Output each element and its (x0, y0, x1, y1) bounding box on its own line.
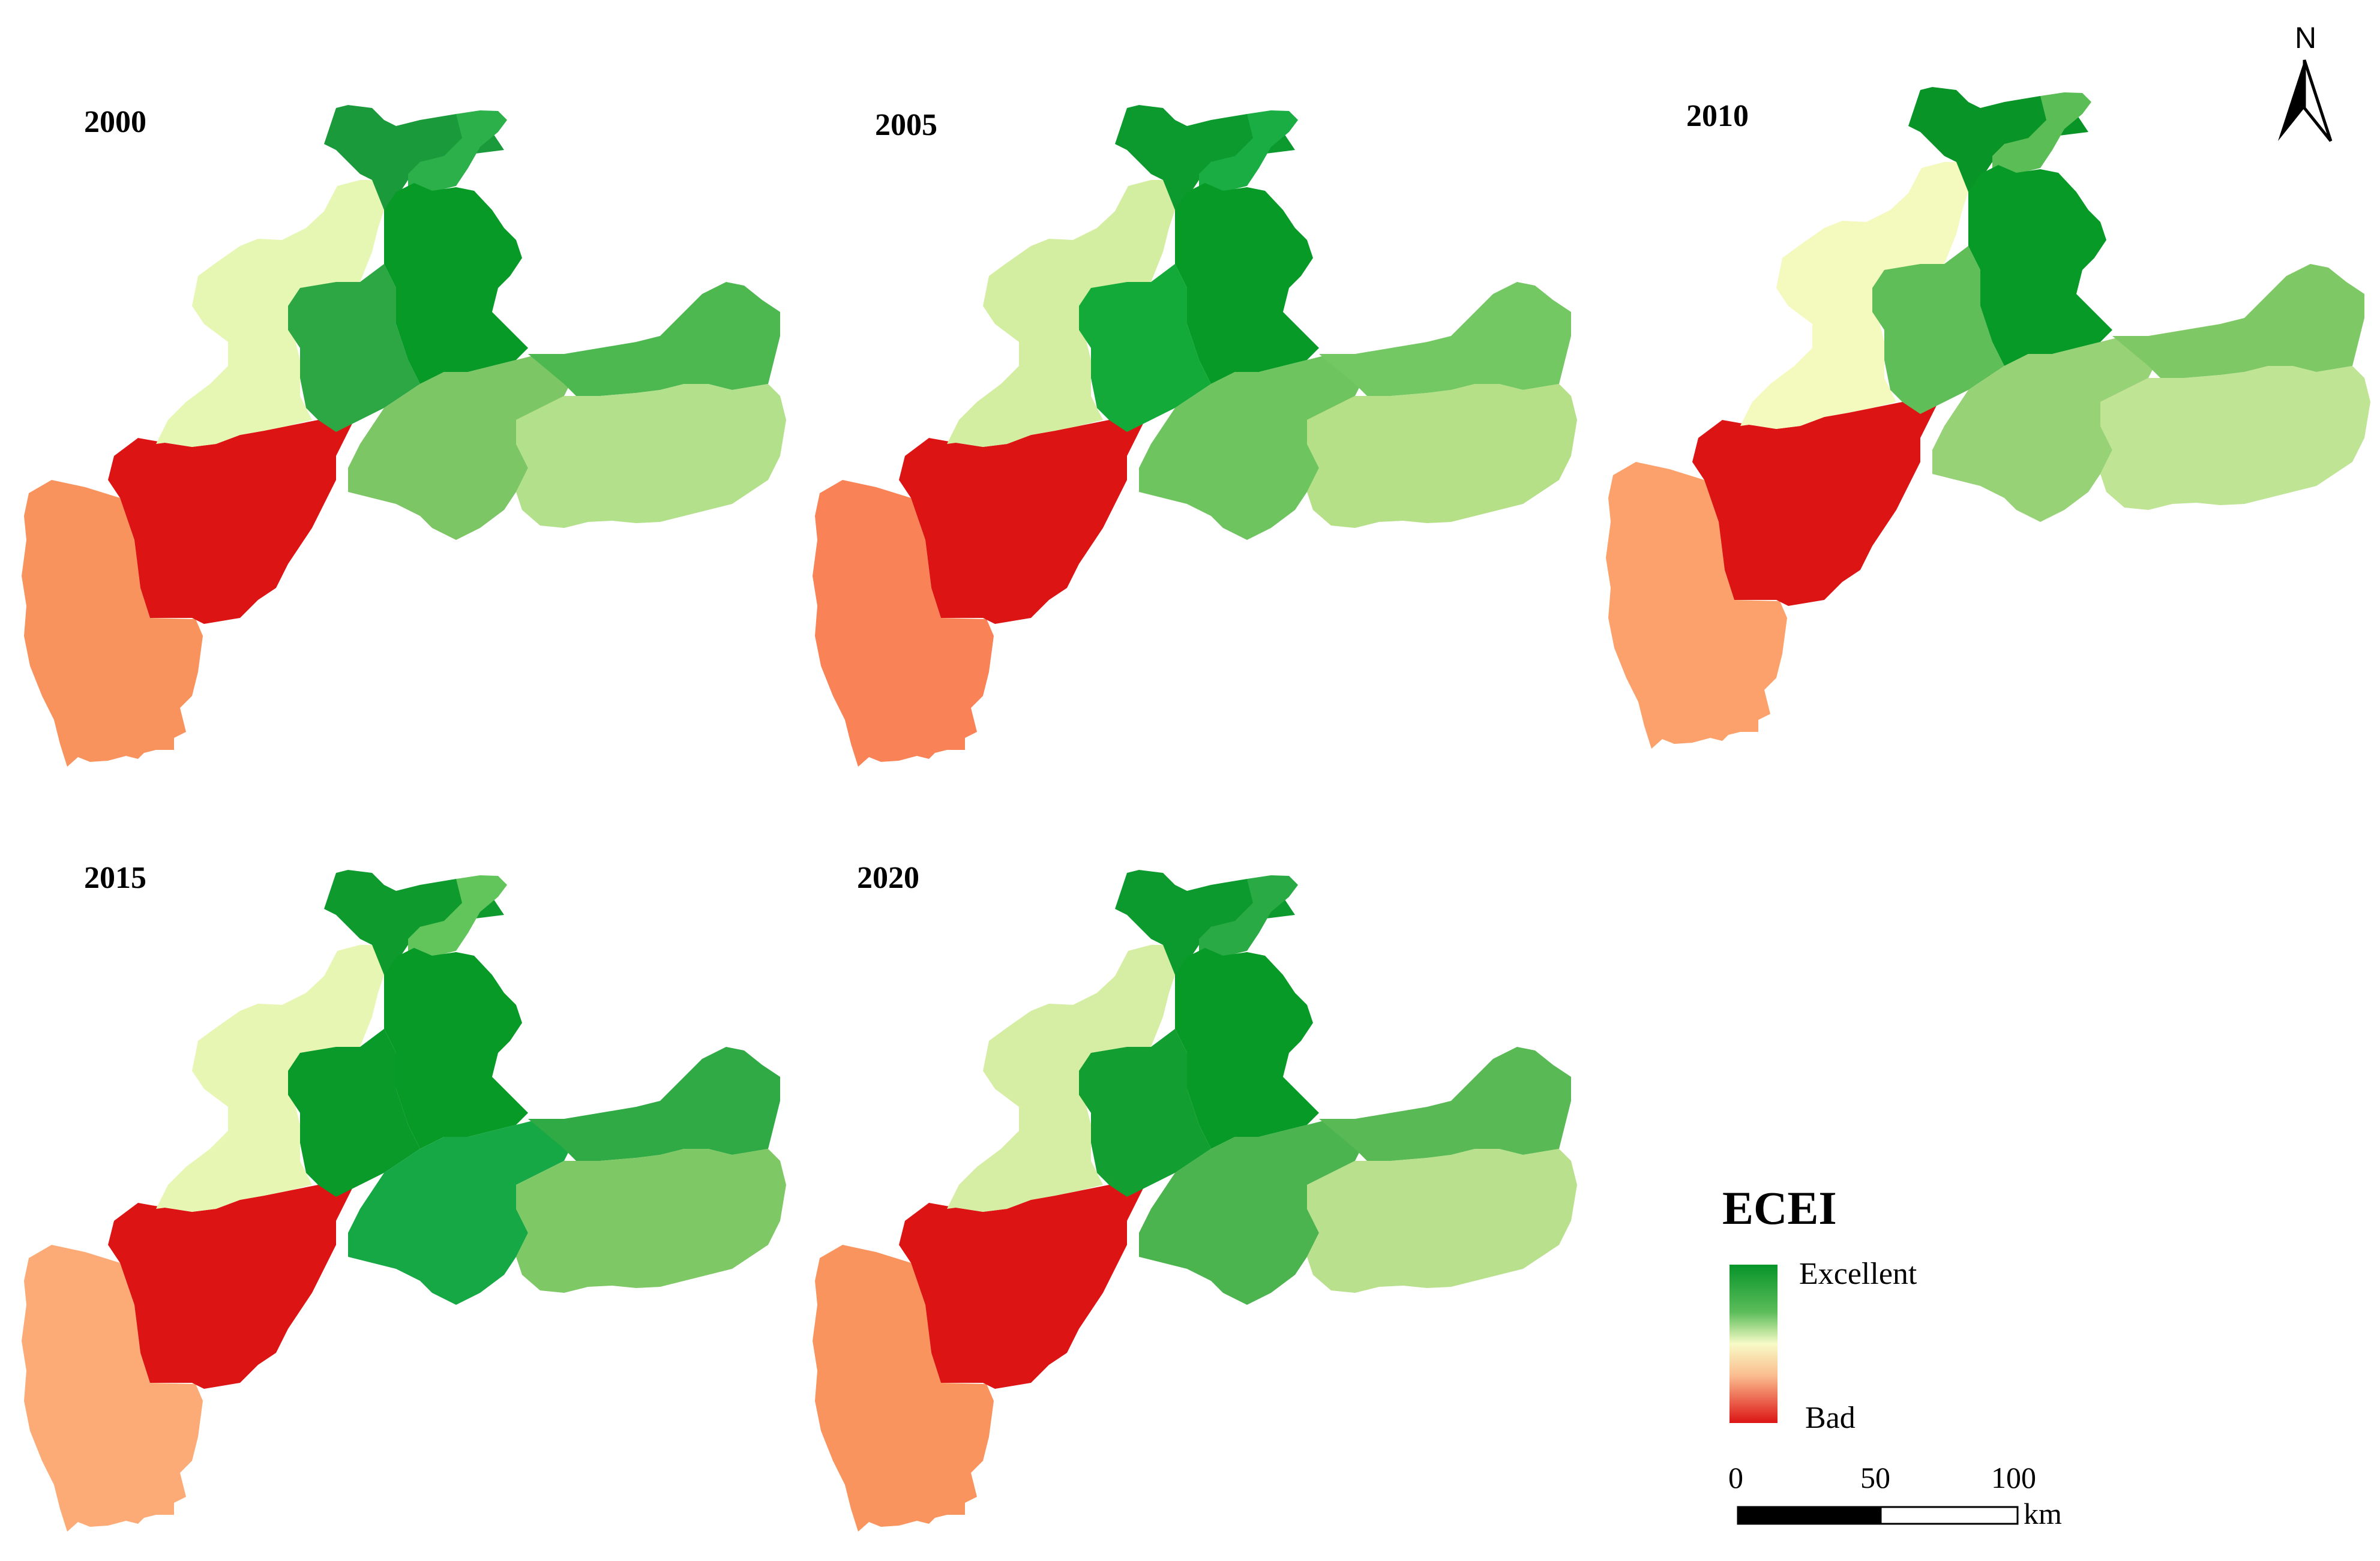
region-group (22, 105, 786, 767)
north-arrow-outline (2303, 59, 2333, 142)
region-center (1175, 948, 1319, 1149)
scale-tick-0: 0 (1728, 1461, 1743, 1494)
map-panel-2015: 2015 (22, 861, 786, 1532)
region-mid (1079, 264, 1211, 432)
region-north-east (408, 110, 507, 192)
region-north-west (1908, 87, 2088, 192)
north-arrow: N (2278, 21, 2333, 142)
legend-color-ramp (1729, 1265, 1777, 1423)
region-north-east (1199, 110, 1298, 192)
region-group (1606, 87, 2370, 749)
region-red (108, 420, 354, 624)
region-east-upper (1319, 282, 1571, 396)
year-label: 2005 (875, 108, 937, 142)
north-arrow-icon (2278, 60, 2304, 141)
legend-title: ECEI (1722, 1182, 1837, 1234)
region-east-lower (1307, 1149, 1577, 1293)
region-south-center (1139, 354, 1367, 540)
region-mid (1872, 246, 2004, 414)
north-label: N (2295, 21, 2316, 55)
region-mid (288, 264, 420, 432)
map-panel-2005: 2005 (813, 105, 1577, 767)
region-red (108, 1185, 354, 1389)
year-label: 2020 (857, 861, 919, 895)
region-group (813, 105, 1577, 767)
region-east-lower (1307, 384, 1577, 528)
region-upper-west (947, 945, 1175, 1212)
scale-bar-empty (1880, 1506, 2019, 1525)
year-label: 2000 (84, 105, 146, 139)
region-red (899, 1185, 1145, 1389)
region-north-west (324, 105, 504, 210)
region-upper-west (156, 945, 384, 1212)
region-north-east (1992, 92, 2091, 174)
region-mid (288, 1029, 420, 1197)
region-east-upper (528, 1047, 780, 1161)
year-label: 2015 (84, 861, 146, 895)
region-southwest (813, 480, 994, 767)
region-upper-west (156, 180, 384, 447)
region-southwest (1606, 462, 1787, 749)
region-upper-west (1740, 162, 1968, 429)
region-south-center (1139, 1119, 1367, 1305)
region-east-lower (516, 1149, 786, 1293)
region-south-center (348, 354, 576, 540)
map-panel-2010: 2010 (1606, 87, 2370, 749)
map-panel-2000: 2000 (22, 105, 786, 767)
region-southwest (22, 480, 203, 767)
legend: ECEI Excellent Bad (1722, 1182, 1917, 1435)
year-label: 2010 (1686, 99, 1749, 133)
region-mid (1079, 1029, 1211, 1197)
region-east-lower (2100, 366, 2370, 510)
region-group (813, 870, 1577, 1532)
region-southwest (22, 1245, 203, 1532)
region-south-center (348, 1119, 576, 1305)
region-center (1175, 183, 1319, 384)
scale-unit: km (2024, 1497, 2062, 1530)
region-center (384, 183, 528, 384)
region-north-west (1115, 870, 1295, 975)
scale-bar: 0 50 100 km (1728, 1461, 2062, 1530)
region-center (384, 948, 528, 1149)
region-east-upper (2112, 264, 2364, 378)
region-east-upper (1319, 1047, 1571, 1161)
region-north-west (324, 870, 504, 975)
legend-low-label: Bad (1805, 1401, 1856, 1435)
region-red (899, 420, 1145, 624)
scale-bar-filled (1737, 1506, 1882, 1525)
region-north-east (1199, 875, 1298, 957)
region-red (1692, 402, 1938, 606)
region-upper-west (947, 180, 1175, 447)
region-group (22, 870, 786, 1532)
region-north-west (1115, 105, 1295, 210)
scale-tick-100: 100 (1991, 1461, 2036, 1494)
region-center (1968, 165, 2112, 366)
region-southwest (813, 1245, 994, 1532)
legend-high-label: Excellent (1799, 1257, 1917, 1291)
region-east-upper (528, 282, 780, 396)
region-east-lower (516, 384, 786, 528)
scale-tick-50: 50 (1860, 1461, 1890, 1494)
map-panel-2020: 2020 (813, 861, 1577, 1532)
region-north-east (408, 875, 507, 957)
region-south-center (1932, 336, 2160, 522)
